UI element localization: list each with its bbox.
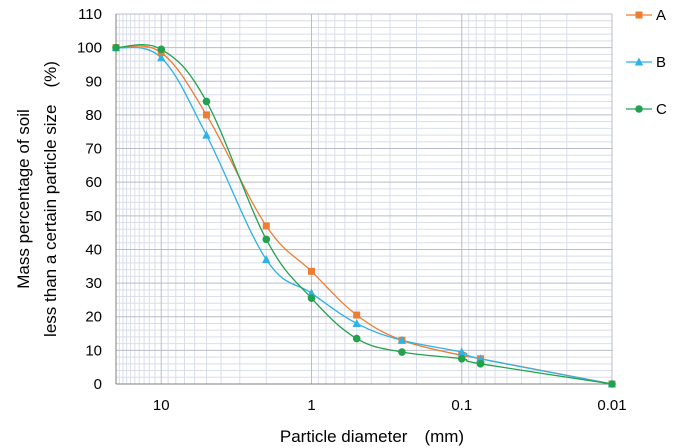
legend-label-a: A (656, 7, 666, 24)
series-markers (111, 43, 617, 388)
data-point-b (157, 53, 166, 62)
y-tick-label: 0 (94, 376, 102, 393)
y-tick-label: 60 (85, 174, 102, 191)
data-point-c (476, 360, 485, 368)
major-grid (116, 13, 613, 385)
y-axis-title-line2: less than a certain particle size (%) (41, 61, 60, 337)
legend-marker-a (635, 11, 643, 19)
x-tick-label: 1 (307, 397, 315, 414)
data-point-b (202, 130, 211, 139)
data-point-b (397, 335, 407, 344)
y-tick-label: 70 (85, 141, 102, 158)
data-point-a (353, 311, 361, 319)
data-point-b (307, 288, 316, 297)
y-tick-label: 80 (85, 107, 102, 124)
y-tick-label: 50 (85, 208, 102, 225)
x-tick-label: 10 (153, 397, 170, 414)
data-point-a (307, 267, 315, 275)
y-tick-label: 40 (85, 241, 102, 258)
data-point-c (202, 97, 211, 106)
data-point-c (112, 43, 120, 52)
series-line-b (115, 46, 613, 385)
data-point-c (157, 45, 166, 54)
legend-label-b: B (656, 54, 666, 71)
data-point-c (262, 235, 271, 244)
data-point-c (608, 380, 616, 388)
data-point-c (352, 334, 361, 343)
data-point-c (307, 294, 316, 303)
y-axis-ticks: 0 10 20 30 40 50 60 70 80 90 100 110 (77, 6, 102, 393)
data-point-c (398, 348, 406, 356)
data-point-a (262, 222, 270, 230)
x-axis-ticks: 10 1 0.1 0.01 (153, 397, 627, 414)
legend: A B C (626, 7, 667, 118)
y-tick-label: 100 (77, 40, 102, 57)
plot-frame (115, 14, 612, 385)
y-tick-label: 110 (78, 6, 102, 23)
series-line-a (115, 45, 613, 385)
x-tick-label: 0.01 (597, 397, 626, 414)
data-point-b (476, 354, 485, 363)
minor-grid (115, 14, 612, 384)
series-line-c (115, 43, 613, 385)
legend-marker-c (635, 105, 643, 113)
x-axis-title: Particle diameter (mm) (280, 427, 464, 446)
data-point-c (457, 354, 466, 363)
x-tick-label: 0.1 (451, 397, 472, 414)
series-lines (115, 43, 613, 385)
y-axis-title-line1: Mass percentage of soil (14, 109, 33, 289)
data-point-b (262, 255, 271, 264)
data-point-b (352, 318, 361, 327)
data-point-a (202, 111, 210, 119)
legend-marker-b (634, 57, 644, 66)
data-point-b (457, 347, 466, 356)
y-tick-label: 30 (85, 275, 102, 292)
y-tick-label: 90 (85, 73, 102, 90)
y-tick-label: 20 (85, 309, 102, 326)
y-tick-label: 10 (85, 342, 102, 359)
legend-label-c: C (656, 101, 667, 118)
